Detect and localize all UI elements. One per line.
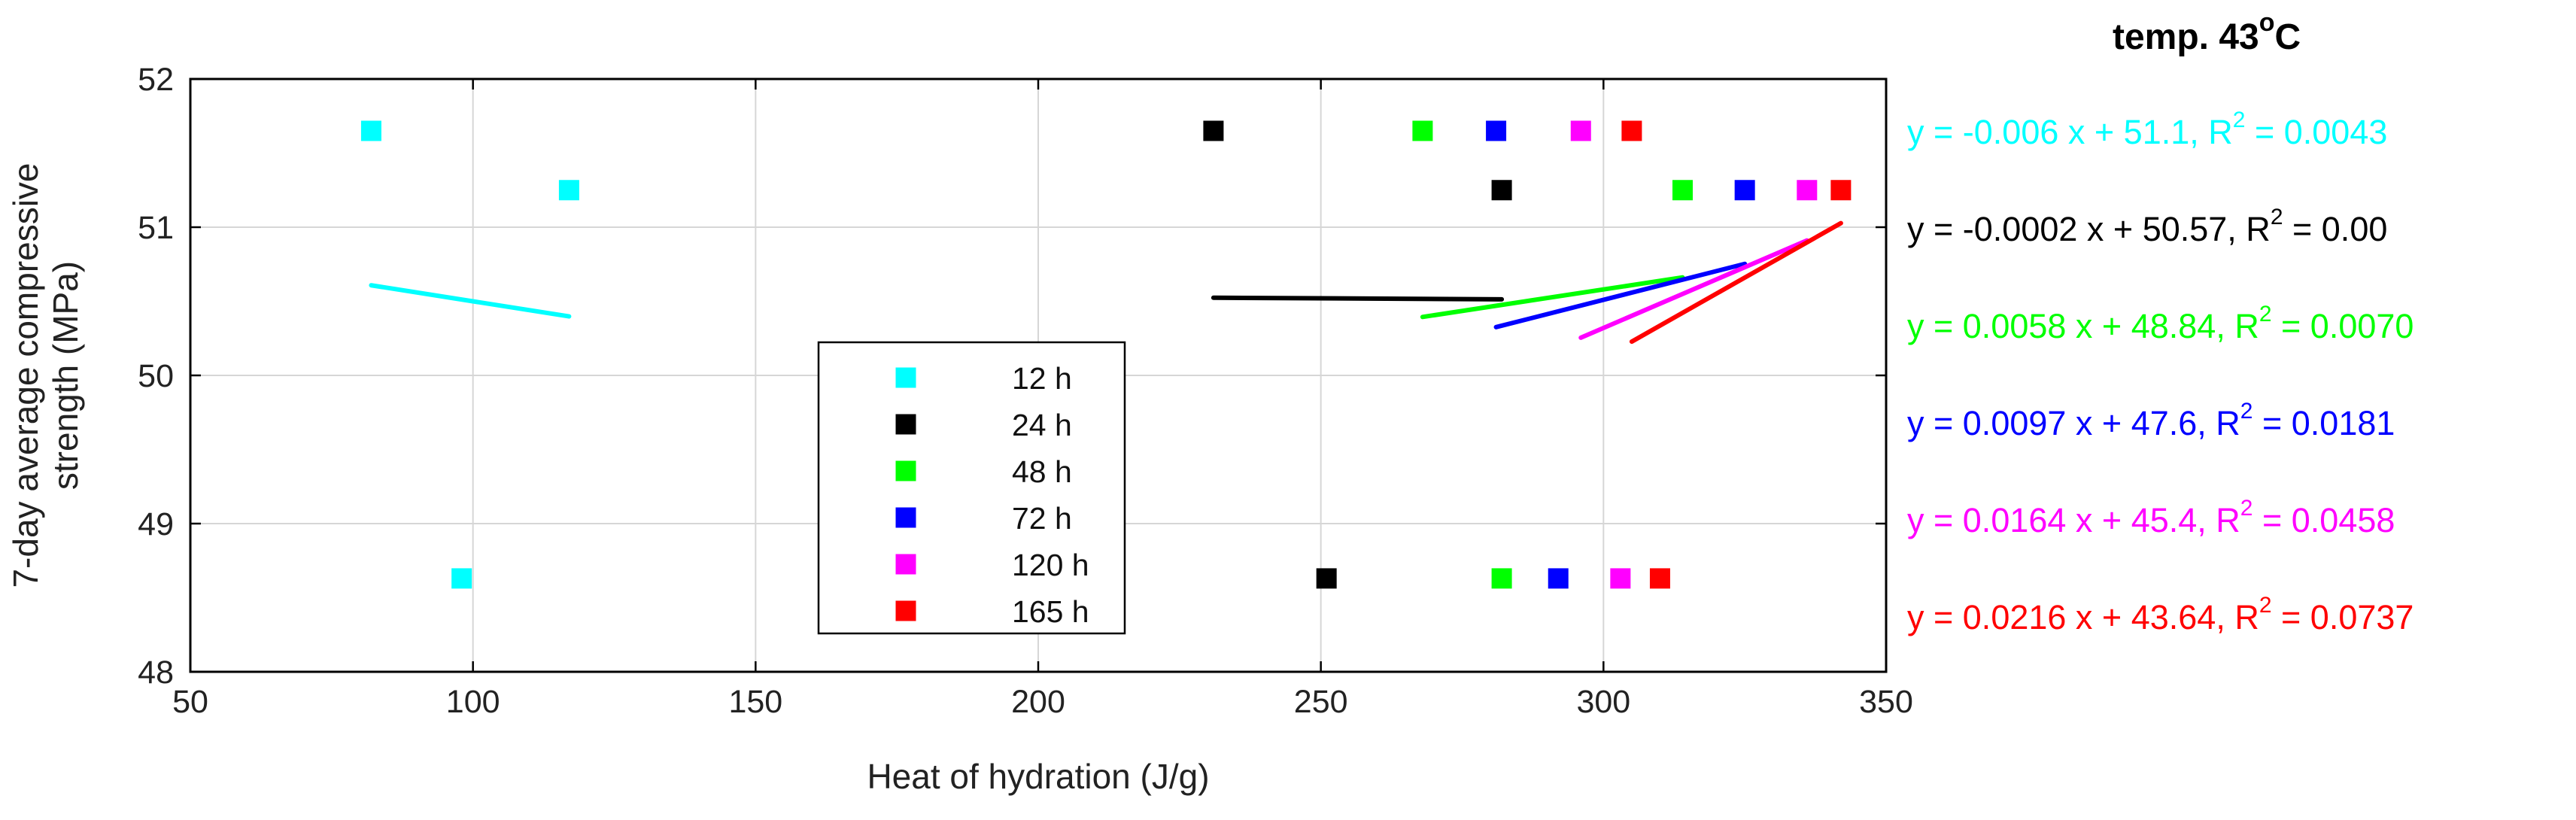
data-point-165h	[1830, 180, 1852, 201]
chart-title: temp. 43oC	[2113, 10, 2301, 58]
equation-r2-value: = 0.0070	[2271, 307, 2414, 345]
x-axis-label: Heat of hydration (J/g)	[867, 757, 1209, 796]
chart-title-degree: o	[2259, 8, 2275, 37]
equation-r2-value: = 0.0737	[2271, 598, 2414, 636]
equation-text: y = 0.0164 x + 45.4, R	[1907, 501, 2240, 539]
y-tick-label: 49	[138, 506, 174, 542]
data-point-48h	[1491, 568, 1512, 589]
legend-label-12h: 12 h	[1012, 361, 1072, 396]
data-point-120h	[1570, 120, 1591, 141]
data-point-48h	[1672, 180, 1694, 201]
equation-120h: y = 0.0164 x + 45.4, R2 = 0.0458	[1907, 497, 2395, 540]
data-point-48h	[1412, 120, 1433, 141]
equation-superscript: 2	[2270, 205, 2283, 229]
x-tick-label: 50	[172, 684, 208, 720]
equation-text: y = 0.0097 x + 47.6, R	[1907, 404, 2240, 442]
x-tick-label: 200	[1011, 684, 1065, 720]
legend-box	[817, 341, 1126, 635]
fit-line-120h	[1578, 238, 1809, 340]
equation-r2-value: = 0.00	[2283, 210, 2388, 248]
data-point-165h	[1649, 568, 1670, 589]
chart-title-unit: C	[2274, 17, 2301, 57]
equation-text: y = -0.0002 x + 50.57, R	[1907, 210, 2271, 248]
data-points	[360, 120, 1852, 589]
legend-label-24h: 24 h	[1012, 408, 1072, 442]
equation-superscript: 2	[2240, 496, 2253, 521]
legend-marker-48h	[895, 460, 916, 481]
y-tick-label: 51	[138, 210, 174, 246]
legend-label-48h: 48 h	[1012, 454, 1072, 489]
equation-24h: y = -0.0002 x + 50.57, R2 = 0.00	[1907, 206, 2388, 249]
y-tick-label: 48	[138, 654, 174, 691]
equation-superscript: 2	[2259, 302, 2272, 326]
data-point-72h	[1548, 568, 1569, 589]
data-point-24h	[1203, 120, 1224, 141]
equation-superscript: 2	[2232, 108, 2246, 132]
data-point-120h	[1797, 180, 1818, 201]
legend: 12 h 24 h 48 h 72 h 120 h 165 h	[817, 341, 1126, 635]
data-point-12h	[360, 120, 381, 141]
data-point-12h	[451, 568, 472, 589]
data-point-72h	[1486, 120, 1507, 141]
legend-label-165h: 165 h	[1012, 594, 1089, 629]
data-point-72h	[1734, 180, 1755, 201]
equation-superscript: 2	[2240, 399, 2253, 424]
legend-label-120h: 120 h	[1012, 548, 1089, 582]
x-tick-label: 350	[1859, 684, 1913, 720]
fit-lines	[369, 220, 1843, 345]
equation-12h: y = -0.006 x + 51.1, R2 = 0.0043	[1907, 109, 2388, 152]
y-axis-label-line1: 7-day average compressive	[6, 162, 45, 588]
fit-line-12h	[369, 283, 572, 319]
x-tick-label: 250	[1294, 684, 1348, 720]
x-tick-label: 100	[446, 684, 500, 720]
y-axis-label-line2: strength (MPa)	[46, 261, 85, 490]
chart-title-text: temp. 43	[2113, 17, 2259, 57]
x-tick-label: 150	[728, 684, 782, 720]
fit-line-24h	[1211, 295, 1505, 302]
equation-text: y = -0.006 x + 51.1, R	[1907, 113, 2233, 151]
equation-72h: y = 0.0097 x + 47.6, R2 = 0.0181	[1907, 400, 2395, 443]
equation-r2-value: = 0.0458	[2252, 501, 2395, 539]
axis-ticks: 50 100 150 200 250 300 350 48 49 50 51 52	[138, 62, 1913, 720]
legend-marker-12h	[895, 367, 916, 388]
legend-marker-120h	[895, 554, 916, 575]
equation-r2-value: = 0.0181	[2252, 404, 2395, 442]
fit-line-165h	[1629, 220, 1843, 345]
y-tick-label: 50	[138, 358, 174, 394]
legend-label-72h: 72 h	[1012, 501, 1072, 536]
data-point-12h	[558, 180, 579, 201]
equation-48h: y = 0.0058 x + 48.84, R2 = 0.0070	[1907, 303, 2414, 346]
legend-marker-72h	[895, 507, 916, 528]
equation-superscript: 2	[2259, 593, 2272, 618]
legend-marker-165h	[895, 600, 916, 621]
equation-165h: y = 0.0216 x + 43.64, R2 = 0.0737	[1907, 594, 2414, 637]
y-tick-label: 52	[138, 62, 174, 98]
x-tick-label: 300	[1576, 684, 1630, 720]
fit-line-48h	[1420, 275, 1685, 320]
legend-marker-24h	[895, 414, 916, 435]
equation-text: y = 0.0058 x + 48.84, R	[1907, 307, 2259, 345]
data-point-24h	[1316, 568, 1337, 589]
equation-r2-value: = 0.0043	[2245, 113, 2388, 151]
fit-line-72h	[1493, 261, 1748, 330]
equation-text: y = 0.0216 x + 43.64, R	[1907, 598, 2259, 636]
data-point-24h	[1491, 180, 1512, 201]
data-point-165h	[1621, 120, 1642, 141]
data-point-120h	[1610, 568, 1631, 589]
